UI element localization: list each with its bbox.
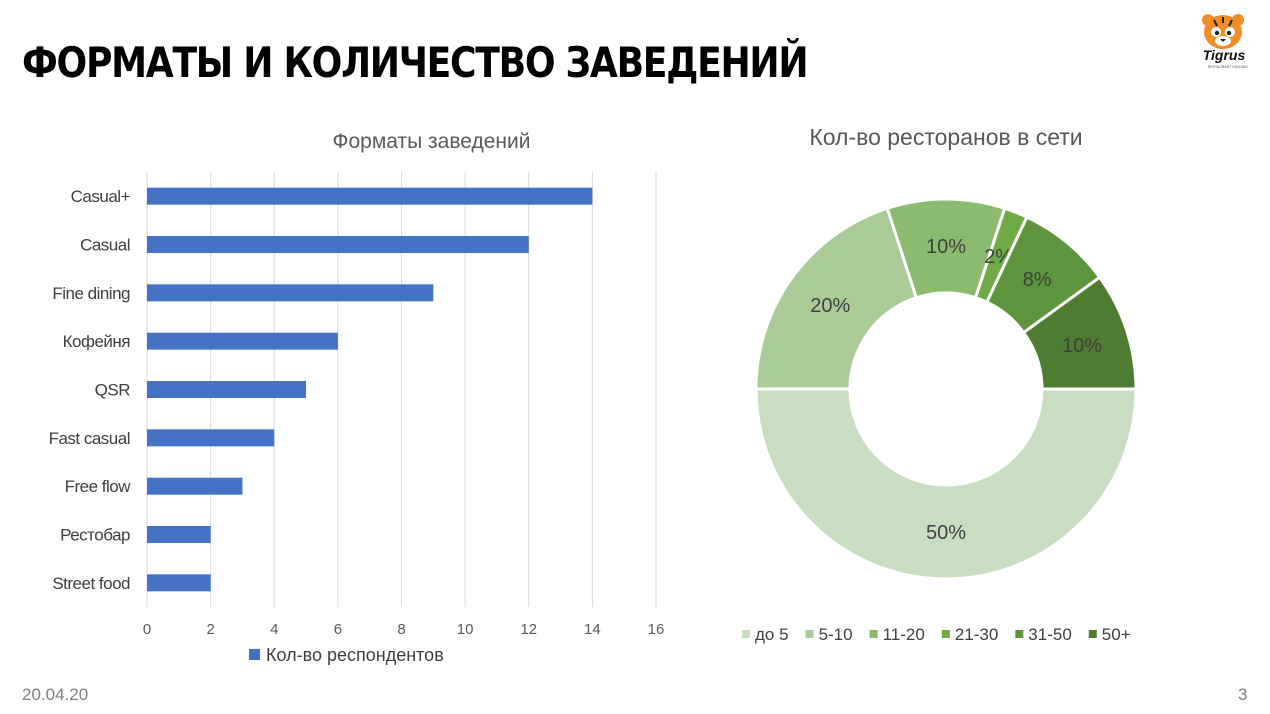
category-label: Street food [52,574,130,593]
x-tick-label: 10 [457,621,474,638]
donut-slice [754,387,1138,581]
footer-date: 20.04.20 [22,685,89,704]
category-label: Free flow [65,477,132,496]
x-tick-label: 6 [334,621,342,638]
legend-swatch [249,649,260,660]
svg-text:RESTAURANT HOLDING: RESTAURANT HOLDING [1208,65,1249,69]
bar [147,332,338,350]
bar [147,477,243,495]
bar [147,284,434,302]
legend-swatch [1088,630,1097,638]
category-label: Кофейня [63,332,131,351]
bar-chart-title: Форматы заведений [333,130,531,153]
svg-text:Tigrus: Tigrus [1203,47,1246,63]
donut-slice [754,206,919,391]
legend-label: 31-50 [1028,625,1071,644]
category-label: Рестобар [60,526,130,545]
x-tick-label: 12 [520,621,537,638]
legend-swatch [941,630,950,638]
legend-label: Кол-во респондентов [266,645,444,665]
bar [147,381,307,398]
slice-data-label: 20% [810,295,850,317]
bar [147,429,275,447]
legend-swatch [805,630,814,638]
legend-swatch [869,630,878,638]
category-label: Casual+ [71,187,131,206]
legend-swatch [742,630,750,638]
legend-label: до 5 [755,625,789,644]
x-tick-label: 8 [397,621,405,638]
slice-data-label: 10% [1062,335,1102,357]
donut-chart-title: Кол-во ресторанов в сети [809,124,1082,150]
formats-bar-chart: Форматы заведений 0 2 4 6 8 10 12 14 16 Casual+ Cas… [49,130,665,665]
slide-title: ФОРМАТЫ И КОЛИЧЕСТВО ЗАВЕДЕНИЙ [22,38,809,87]
x-tick-label: 2 [206,621,214,638]
slice-data-label: 8% [1023,269,1052,291]
bar [147,574,211,592]
legend-swatch [1015,630,1024,638]
x-tick-label: 14 [584,621,601,638]
category-label: Fast casual [49,429,130,448]
donut-slice [1021,275,1138,391]
x-tick-label: 4 [270,621,278,638]
bar [147,526,211,543]
tigrus-logo-icon: Tigrus RESTAURANT HOLDING [1202,14,1249,69]
slice-data-label: 10% [926,236,966,258]
category-label: Casual [80,236,130,255]
category-label: QSR [95,381,131,400]
slice-data-label: 50% [926,522,966,544]
page-number: 3 [1238,685,1248,704]
category-label: Fine dining [52,284,130,303]
bar [147,187,593,205]
x-tick-label: 0 [143,621,151,638]
legend-label: 21-30 [955,625,998,644]
bar [147,236,529,253]
x-tick-label: 16 [648,621,665,638]
legend-label: 11-20 [883,625,925,644]
legend-label: 50+ [1102,625,1131,644]
legend-label: 5-10 [819,625,853,644]
